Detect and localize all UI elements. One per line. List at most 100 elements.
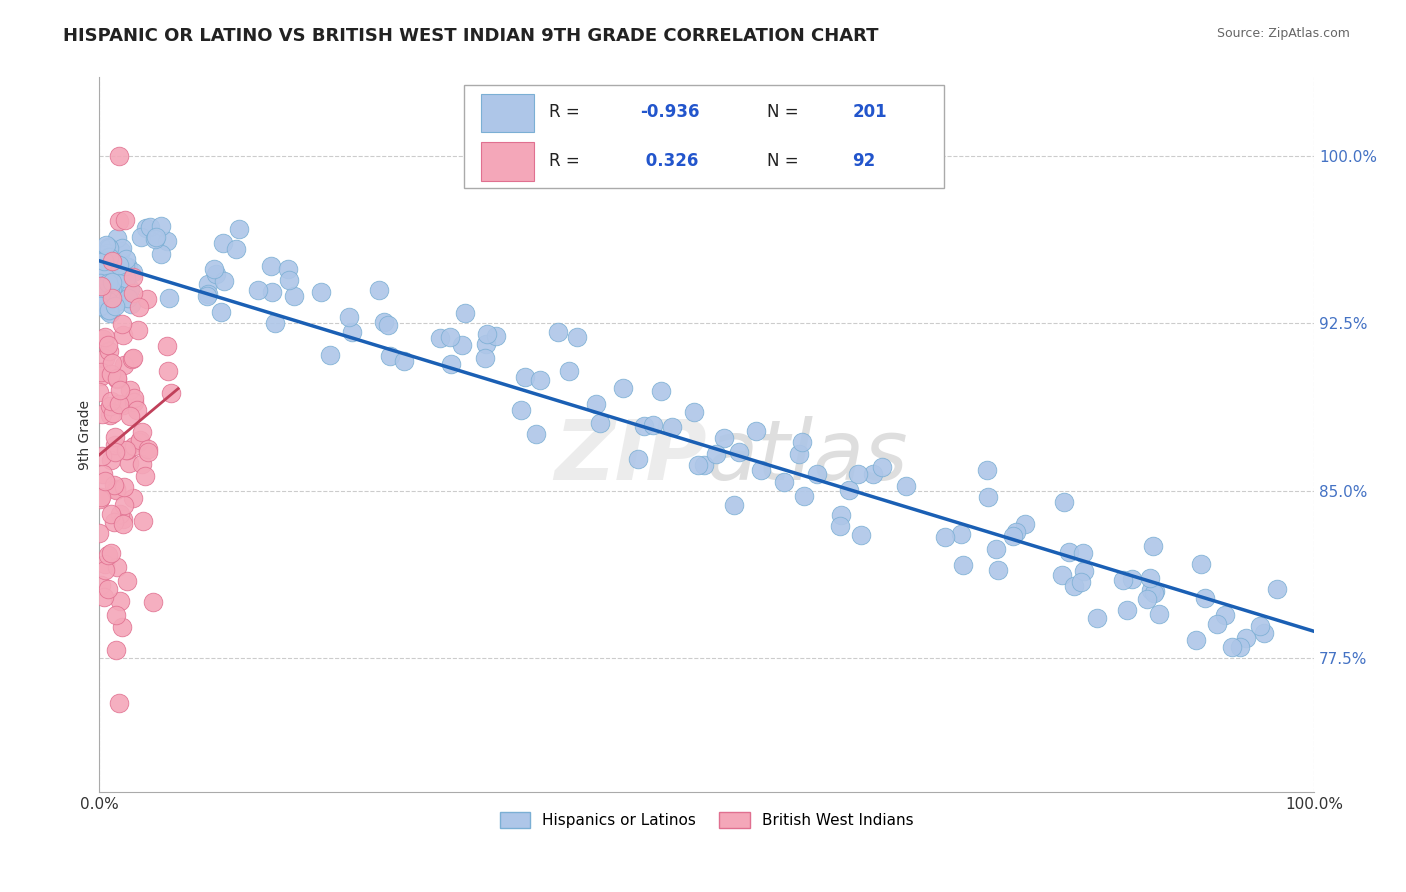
Point [790,434,813,449]
Point [94,563,117,577]
Point [454,306,477,320]
Point [1002,529,1025,543]
Point [683,404,706,418]
Point [96,293,118,308]
Point [749,462,772,476]
Point [368,283,391,297]
Point [108,278,131,293]
Point [94,261,117,276]
Point [104,430,127,444]
Point [987,563,1010,577]
Point [787,447,810,461]
Point [90,280,112,294]
Point [309,285,332,299]
Point [160,385,183,400]
Point [105,260,128,274]
Point [107,397,129,411]
Point [97,343,120,358]
Point [122,265,145,279]
Point [209,305,232,319]
Point [439,330,461,344]
Point [90,578,112,592]
Point [98,409,121,423]
Point [128,301,150,315]
Point [100,453,122,467]
Point [104,438,127,452]
Point [260,259,283,273]
Point [117,292,139,306]
Point [94,238,117,252]
Point [115,252,138,266]
Point [110,241,132,255]
Point [91,280,114,294]
Point [1005,524,1028,539]
Point [204,262,226,277]
Point [105,295,128,310]
Point [114,213,136,227]
Point [135,221,157,235]
Point [97,303,120,318]
Point [104,483,127,497]
Point [98,284,121,298]
Point [90,365,112,379]
Point [1085,611,1108,625]
Text: 92: 92 [852,152,876,169]
Point [195,289,218,303]
Point [793,489,815,503]
Point [90,269,112,284]
Point [100,356,122,370]
Point [115,443,138,458]
Point [627,452,650,467]
Point [98,291,121,305]
Point [111,398,134,412]
Point [342,325,364,339]
Point [228,222,250,236]
Point [90,490,112,504]
Point [565,329,588,343]
Point [101,254,124,268]
Point [114,279,136,293]
Point [93,273,115,287]
Point [693,458,716,472]
Point [120,383,142,397]
Point [1253,626,1275,640]
Point [1115,603,1137,617]
Point [661,420,683,434]
Point [1139,582,1161,597]
Point [934,530,956,544]
Point [111,620,134,634]
Point [100,546,122,560]
Text: Source: ZipAtlas.com: Source: ZipAtlas.com [1216,27,1350,40]
Point [723,498,745,512]
Point [225,243,247,257]
Point [100,507,122,521]
Point [118,282,141,296]
Point [100,367,122,381]
Point [1265,582,1288,596]
Text: 201: 201 [852,103,887,121]
Point [97,240,120,254]
Point [745,424,768,438]
Point [97,337,120,351]
Point [1050,567,1073,582]
Point [849,527,872,541]
Point [706,447,728,461]
Point [830,508,852,522]
Point [157,364,180,378]
Point [90,449,112,463]
Point [121,269,143,284]
Point [112,498,135,512]
Point [118,456,141,470]
Point [641,417,664,432]
Point [117,283,139,297]
Point [1071,546,1094,560]
Point [1189,558,1212,572]
Point [727,445,749,459]
Point [485,328,508,343]
Point [100,393,122,408]
Text: 0.326: 0.326 [640,152,699,169]
Point [90,282,112,296]
Point [104,483,127,497]
Point [1249,619,1271,633]
Point [157,291,180,305]
